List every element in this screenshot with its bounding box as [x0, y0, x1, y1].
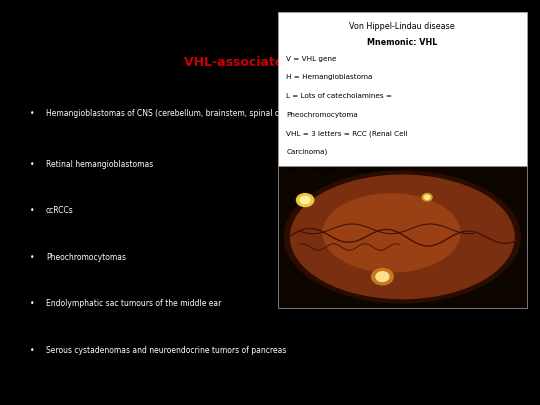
- Circle shape: [372, 269, 393, 285]
- Text: •: •: [30, 253, 35, 262]
- Text: •: •: [30, 109, 35, 118]
- Text: VHL-associated tumours: VHL-associated tumours: [185, 56, 355, 69]
- Text: •: •: [30, 160, 35, 168]
- Text: Von Hippel-Lindau disease: Von Hippel-Lindau disease: [349, 22, 455, 31]
- Text: V = VHL gene: V = VHL gene: [286, 56, 337, 62]
- Text: Mnemonic: VHL: Mnemonic: VHL: [367, 38, 437, 47]
- Circle shape: [376, 272, 389, 281]
- Circle shape: [296, 194, 314, 207]
- Text: Carcinoma): Carcinoma): [286, 149, 327, 156]
- Text: Endolymphatic sac tumours of the middle ear: Endolymphatic sac tumours of the middle …: [46, 299, 221, 308]
- Ellipse shape: [323, 194, 460, 272]
- Text: Retinal hemangioblastomas: Retinal hemangioblastomas: [46, 160, 153, 168]
- Bar: [278, 12, 526, 166]
- Circle shape: [424, 195, 430, 199]
- Text: •: •: [30, 206, 35, 215]
- Text: L = Lots of catecholamines =: L = Lots of catecholamines =: [286, 93, 392, 99]
- Text: VHL = 3 Letters = chromosome 3: VHL = 3 Letters = chromosome 3: [286, 168, 408, 174]
- Text: VHL = 3 letters = RCC (Renal Cell: VHL = 3 letters = RCC (Renal Cell: [286, 130, 408, 137]
- Text: Hemangioblastomas of CNS (cerebellum, brainstem, spinal cord): Hemangioblastomas of CNS (cerebellum, br…: [46, 109, 294, 118]
- Circle shape: [300, 196, 310, 204]
- Ellipse shape: [284, 171, 521, 303]
- Circle shape: [422, 194, 432, 201]
- Ellipse shape: [291, 175, 514, 298]
- Text: •: •: [30, 346, 35, 355]
- Text: •: •: [30, 299, 35, 308]
- Text: Serous cystadenomas and neuroendocrine tumors of pancreas: Serous cystadenomas and neuroendocrine t…: [46, 346, 286, 355]
- Text: H = Hemangioblastoma: H = Hemangioblastoma: [286, 75, 373, 81]
- Text: Pheochromocytoma: Pheochromocytoma: [286, 112, 358, 118]
- Text: ccRCCs: ccRCCs: [46, 206, 73, 215]
- Bar: [278, 166, 526, 308]
- Text: Pheochromocytomas: Pheochromocytomas: [46, 253, 126, 262]
